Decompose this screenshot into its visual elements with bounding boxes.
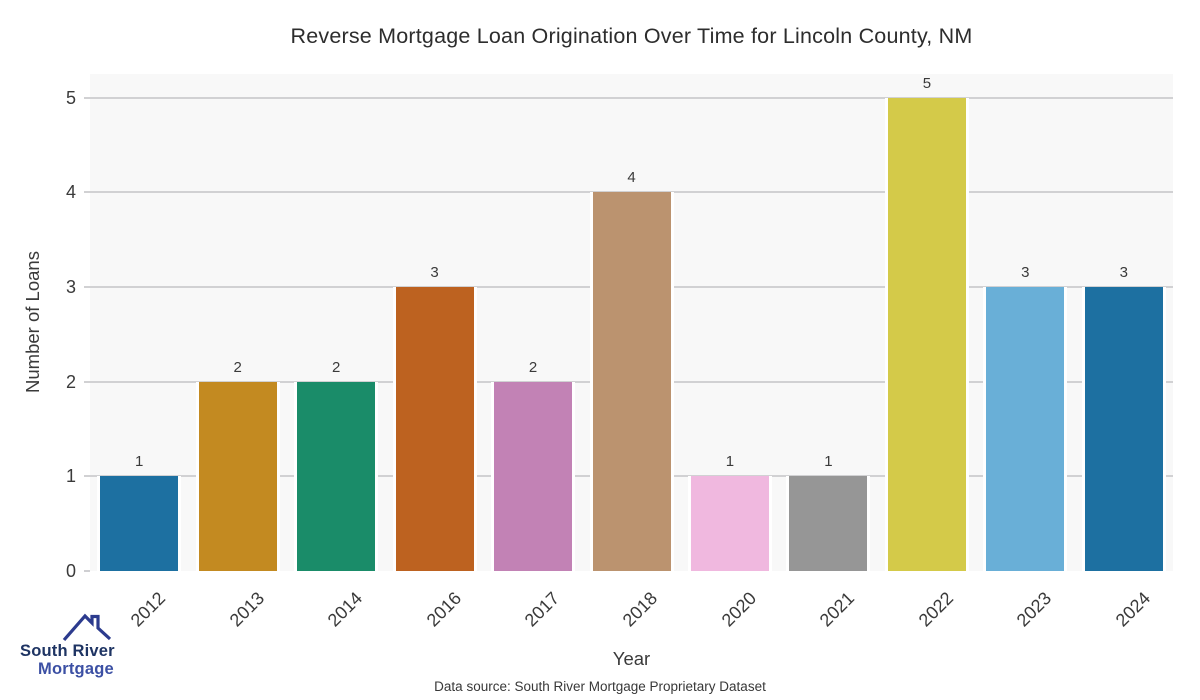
bar-2016 — [392, 287, 477, 571]
x-tick-label: 2016 — [422, 588, 465, 631]
chart-title: Reverse Mortgage Loan Origination Over T… — [290, 24, 973, 48]
bar-value-label: 1 — [135, 453, 144, 471]
bar-value-label: 1 — [725, 453, 735, 471]
data-source-note: Data source: South River Mortgage Propri… — [434, 679, 766, 694]
y-tick-label: 4 — [65, 182, 76, 203]
bar-2018 — [589, 192, 674, 571]
y-axis-zero-tick — [84, 570, 90, 572]
bar-value-label: 3 — [430, 264, 439, 282]
x-tick-label: 2023 — [1013, 588, 1056, 631]
bar-2021 — [786, 476, 871, 571]
gridline — [84, 96, 1173, 99]
logo-text-line2: Mortgage — [38, 660, 114, 678]
x-tick-label: 2014 — [323, 588, 367, 631]
bar-value-label: 2 — [528, 358, 538, 376]
y-tick-label: 5 — [65, 87, 76, 108]
x-axis-title: Year — [612, 648, 651, 669]
house-roof-icon — [62, 613, 112, 642]
bar-2013 — [195, 381, 280, 571]
x-tick-label: 2013 — [225, 588, 268, 631]
y-tick-label: 2 — [65, 371, 76, 392]
bar-2020 — [687, 476, 772, 571]
y-tick-label: 1 — [65, 466, 76, 487]
bar-2017 — [491, 381, 576, 571]
bar-2022 — [884, 97, 969, 571]
x-tick-label: 2021 — [816, 588, 859, 631]
bar-value-label: 3 — [1021, 264, 1030, 282]
bar-2012 — [97, 476, 182, 571]
x-tick-label: 2022 — [914, 588, 958, 631]
x-tick-label: 2020 — [717, 588, 761, 631]
y-tick-label: 0 — [65, 561, 76, 581]
x-tick-label: 2017 — [520, 588, 564, 631]
bar-value-label: 5 — [922, 74, 932, 92]
x-tick-label: 2024 — [1111, 588, 1154, 631]
y-tick-label: 3 — [65, 277, 76, 298]
y-axis-title: Number of Loans — [22, 251, 43, 393]
bar-2023 — [983, 287, 1068, 571]
bar-value-label: 2 — [233, 358, 242, 376]
bar-value-label: 1 — [824, 453, 833, 471]
x-tick-label: 2018 — [619, 588, 662, 631]
bar-2024 — [1081, 287, 1166, 571]
logo-text-line1: South River — [20, 642, 115, 660]
bar-value-label: 3 — [1119, 264, 1128, 282]
bar-value-label: 2 — [331, 358, 341, 376]
bar-value-label: 4 — [627, 169, 636, 187]
bar-2014 — [294, 381, 379, 571]
south-river-mortgage-logo: South River Mortgage — [18, 610, 138, 682]
